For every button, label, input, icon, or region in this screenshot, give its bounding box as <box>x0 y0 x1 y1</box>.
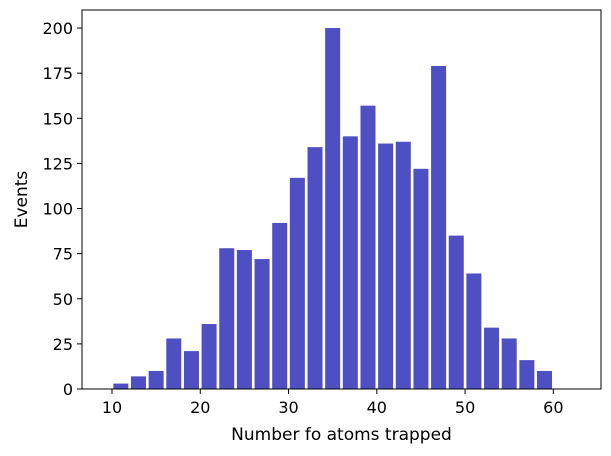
plot-frame <box>81 9 602 390</box>
bar-18 <box>183 351 199 389</box>
y-tick-label: 200 <box>42 19 73 38</box>
bars-group <box>113 28 553 390</box>
y-tick-label: 150 <box>42 109 73 128</box>
bar-56 <box>519 360 535 389</box>
y-axis: 0 25 50 75 100 125 150 175 200 <box>42 19 82 399</box>
y-tick-label: 175 <box>42 64 73 83</box>
bar-42 <box>395 141 411 389</box>
y-tick-label: 50 <box>53 290 73 309</box>
bar-32 <box>307 147 323 389</box>
y-tick-label: 100 <box>42 200 73 219</box>
bar-48 <box>448 235 464 389</box>
x-axis-label: Number fo atoms trapped <box>231 425 452 445</box>
y-axis-label: Events <box>12 171 32 229</box>
bar-20 <box>201 324 217 389</box>
bar-50 <box>466 273 482 389</box>
x-tick-label: 60 <box>543 398 563 417</box>
x-tick-label: 10 <box>102 398 122 417</box>
bar-38 <box>360 105 376 390</box>
x-tick-label: 50 <box>455 398 475 417</box>
bar-24 <box>236 250 252 389</box>
bar-40 <box>378 143 394 389</box>
y-tick-label: 125 <box>42 154 73 173</box>
bar-44 <box>413 168 429 389</box>
bar-58 <box>537 370 553 389</box>
bar-26 <box>254 259 270 389</box>
bar-12 <box>130 376 146 389</box>
bar-30 <box>289 177 305 389</box>
bar-52 <box>484 327 500 389</box>
bar-16 <box>166 338 182 389</box>
y-tick-label: 0 <box>63 380 73 399</box>
bar-54 <box>501 338 517 389</box>
x-tick-label: 20 <box>190 398 210 417</box>
bar-22 <box>219 248 235 389</box>
bar-46 <box>431 65 447 389</box>
bar-10 <box>113 383 129 389</box>
bar-14 <box>148 370 164 389</box>
x-axis: 10 20 30 40 50 60 <box>102 389 564 417</box>
y-tick-label: 75 <box>53 245 73 264</box>
x-tick-label: 30 <box>278 398 298 417</box>
bar-34 <box>325 28 341 390</box>
bar-28 <box>272 222 288 389</box>
bar-36 <box>342 136 358 389</box>
y-tick-label: 25 <box>53 335 73 354</box>
x-tick-label: 40 <box>367 398 387 417</box>
